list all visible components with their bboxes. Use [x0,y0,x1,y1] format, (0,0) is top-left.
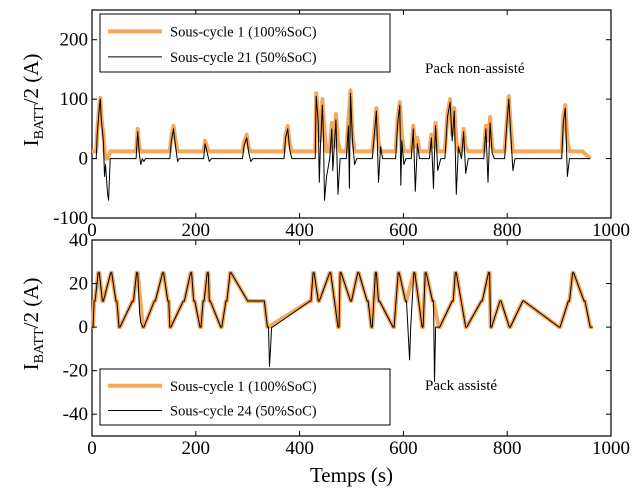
top-plot-frame [91,9,612,219]
top-y-label-sub: BATT [32,104,47,139]
panel0-xtick-label: 0 [87,220,97,241]
panel0-series-2-line [92,92,591,201]
panel1-ytick-label: -20 [63,361,88,382]
panel1-xtick-label: 400 [285,438,314,459]
bottom-plot-frame [91,239,612,437]
panel1-xtick-label: 0 [87,438,97,459]
panel0-xtick-label: 400 [285,220,314,241]
bottom-annotation: Pack assisté [425,378,497,394]
panel1-ytick-label: 0 [79,317,89,338]
bottom-y-axis-label: IBATT/2 (A) [19,278,47,371]
panel1-ytick-label: -40 [63,404,88,425]
panel1-series-2-line [92,272,593,383]
top-y-axis-label: IBATT/2 (A) [19,54,47,147]
top-annotation: Pack non-assisté [425,61,525,77]
panel1-xtick-label: 200 [182,438,211,459]
bottom-series-group [91,270,594,383]
bottom-legend-box [99,368,391,426]
x-axis-label: Temps (s) [310,463,393,487]
top-y-label-tail: /2 (A) [19,54,43,105]
panel0-xtick-label: 800 [493,220,522,241]
bottom-panel: 0 200 400 600 800 1000 -40 -20 0 20 40 Pack assist… [19,230,630,487]
bottom-y-label-tail: /2 (A) [19,278,43,329]
bottom-legend-label-2: Sous-cycle 24 (50%SoC) [170,403,317,419]
top-series-group [92,88,592,201]
panel1-series-1-line [91,270,594,330]
panel0-xtick-label: 1000 [592,220,630,241]
panel0-ytick-label: 100 [60,89,89,110]
top-legend: Sous-cycle 1 (100%SoC) Sous-cycle 21 (50… [99,13,391,73]
panel0-xtick-label: 200 [182,220,211,241]
panel1-xtick-label: 600 [389,438,418,459]
top-legend-box [99,13,391,73]
top-y-label-main: I [19,139,43,146]
panel1-xtick-label: 1000 [592,438,630,459]
panel0-ytick-label: -100 [53,208,88,229]
top-legend-label-2: Sous-cycle 21 (50%SoC) [170,50,317,66]
bottom-axis-ticks: 0 200 400 600 800 1000 -40 -20 0 20 40 [63,230,630,459]
panel0-series-1-line [92,88,592,161]
panel0-ytick-label: 0 [79,149,89,170]
panel1-ytick-label: 40 [69,230,88,251]
bottom-y-label-main: I [19,363,43,370]
bottom-legend-label-1: Sous-cycle 1 (100%SoC) [170,379,317,395]
bottom-legend: Sous-cycle 1 (100%SoC) Sous-cycle 24 (50… [99,368,391,426]
panel0-ytick-label: 200 [60,30,89,51]
top-legend-label-1: Sous-cycle 1 (100%SoC) [170,24,317,40]
panel1-xtick-label: 800 [493,438,522,459]
panel0-xtick-label: 600 [389,220,418,241]
bottom-y-label-sub: BATT [32,328,47,363]
panel1-ytick-label: 20 [69,274,88,295]
